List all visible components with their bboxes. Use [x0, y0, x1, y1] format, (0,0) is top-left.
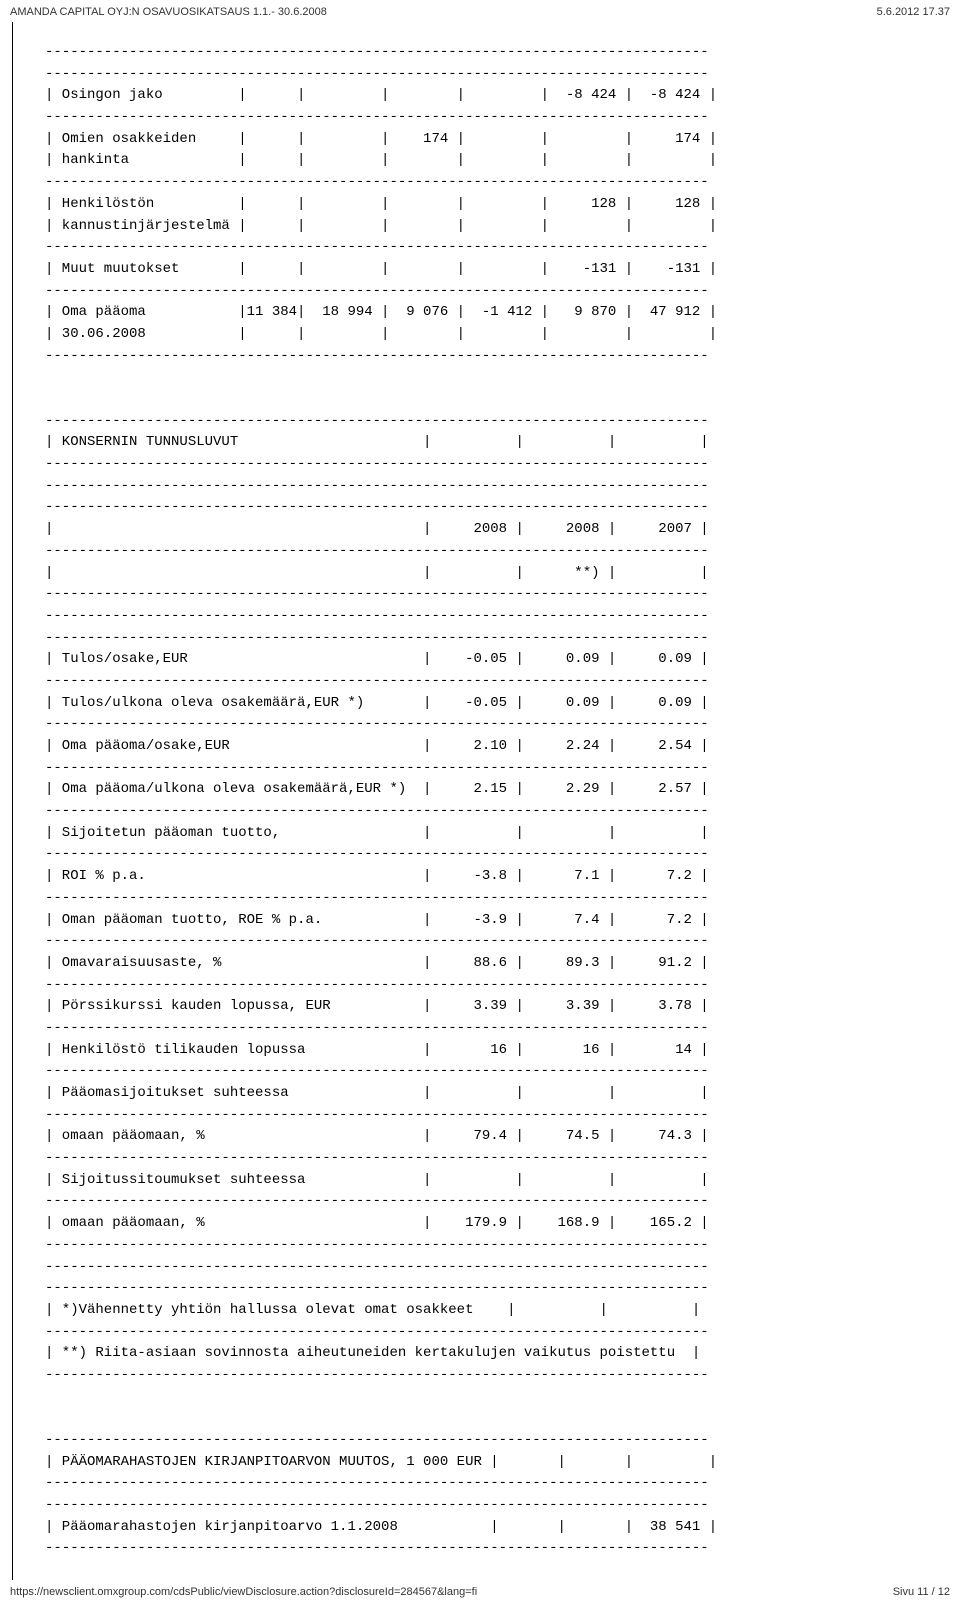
page-footer: https://newsclient.omxgroup.com/cdsPubli…	[0, 1580, 960, 1604]
footer-page: Sivu 11 / 12	[893, 1586, 950, 1598]
header-right: 5.6.2012 17.37	[877, 6, 950, 18]
report-body: ----------------------------------------…	[17, 42, 960, 1560]
footer-url: https://newsclient.omxgroup.com/cdsPubli…	[10, 1586, 477, 1598]
content-area: ----------------------------------------…	[12, 22, 960, 1580]
page-header: AMANDA CAPITAL OYJ:N OSAVUOSIKATSAUS 1.1…	[0, 0, 960, 22]
header-left: AMANDA CAPITAL OYJ:N OSAVUOSIKATSAUS 1.1…	[10, 6, 327, 18]
